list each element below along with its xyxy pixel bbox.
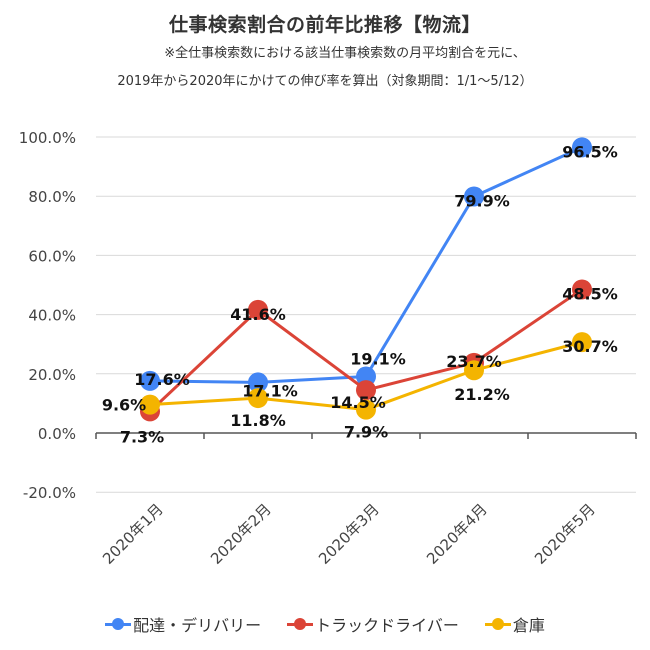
data-label: 48.5% (562, 284, 618, 303)
data-label: 96.5% (562, 142, 618, 161)
legend-marker-icon (287, 618, 314, 630)
data-label: 14.5% (330, 393, 386, 412)
data-label: 30.7% (562, 337, 618, 356)
data-point (464, 360, 484, 381)
data-point (248, 372, 268, 393)
data-point (572, 279, 592, 300)
chart-subtitle-line2: 2019年から2020年にかけての伸び率を算出（対象期間：1/1〜5/12） (117, 74, 533, 89)
data-label: 17.6% (134, 370, 190, 389)
legend-marker-icon (105, 618, 132, 630)
data-label: 7.9% (344, 423, 388, 442)
x-tick-label: 2020年5月 (531, 500, 599, 568)
legend-label: トラックドライバー (315, 616, 459, 635)
x-tick-label: 2020年1月 (99, 500, 167, 568)
data-point (464, 186, 484, 207)
data-point (356, 399, 376, 420)
data-point (572, 137, 592, 158)
data-point (248, 388, 268, 409)
series-line (149, 145, 583, 384)
data-labels: 17.6% 17.1% 19.1% 79.9% 96.5% 7.3% 41.6% 14.5% 2… (102, 142, 618, 446)
data-label: 19.1% (350, 349, 406, 368)
y-tick-label: -20.0% (23, 484, 76, 502)
x-axis (95, 432, 637, 439)
data-label: 23.7% (446, 352, 502, 371)
legend: 配達・デリバリー トラックドライバー 倉庫 (0, 612, 650, 636)
y-tick-label: 20.0% (28, 366, 76, 384)
data-label: 17.1% (242, 381, 298, 400)
y-tick-label: 60.0% (28, 247, 76, 265)
series-lines (140, 137, 592, 422)
x-axis-labels: 2020年1月 2020年2月 2020年3月 2020年4月 2020年5月 (99, 500, 599, 568)
y-tick-label: 0.0% (38, 425, 76, 443)
chart-title: 仕事検索割合の前年比推移【物流】 (168, 14, 481, 36)
data-label: 9.6% (102, 396, 146, 415)
data-label: 11.8% (230, 411, 286, 430)
data-point (572, 332, 592, 353)
data-label: 79.9% (454, 191, 510, 210)
chart-subtitle-line1: ※全仕事検索数における該当仕事検索数の月平均割合を元に、 (164, 46, 526, 61)
legend-item-truck-driver[interactable]: トラックドライバー (287, 612, 459, 636)
x-tick-label: 2020年4月 (423, 500, 491, 568)
data-label: 21.2% (454, 385, 510, 404)
data-point (248, 299, 268, 320)
data-point (356, 380, 376, 401)
legend-label: 配達・デリバリー (133, 616, 262, 635)
legend-label: 倉庫 (512, 616, 545, 635)
data-label: 7.3% (120, 427, 164, 446)
y-axis-labels: -20.0% 0.0% 20.0% 40.0% 60.0% 80.0% 100.0% (19, 129, 76, 502)
y-tick-label: 40.0% (28, 307, 76, 325)
legend-item-delivery[interactable]: 配達・デリバリー (105, 612, 261, 636)
x-tick-label: 2020年2月 (207, 500, 275, 568)
x-tick-label: 2020年3月 (315, 500, 383, 568)
data-label: 41.6% (230, 305, 286, 324)
legend-marker-icon (484, 618, 511, 630)
data-point (140, 370, 160, 391)
y-tick-label: 80.0% (28, 188, 76, 206)
data-point (140, 394, 160, 415)
y-tick-label: 100.0% (19, 129, 76, 147)
legend-item-warehouse[interactable]: 倉庫 (484, 612, 545, 636)
